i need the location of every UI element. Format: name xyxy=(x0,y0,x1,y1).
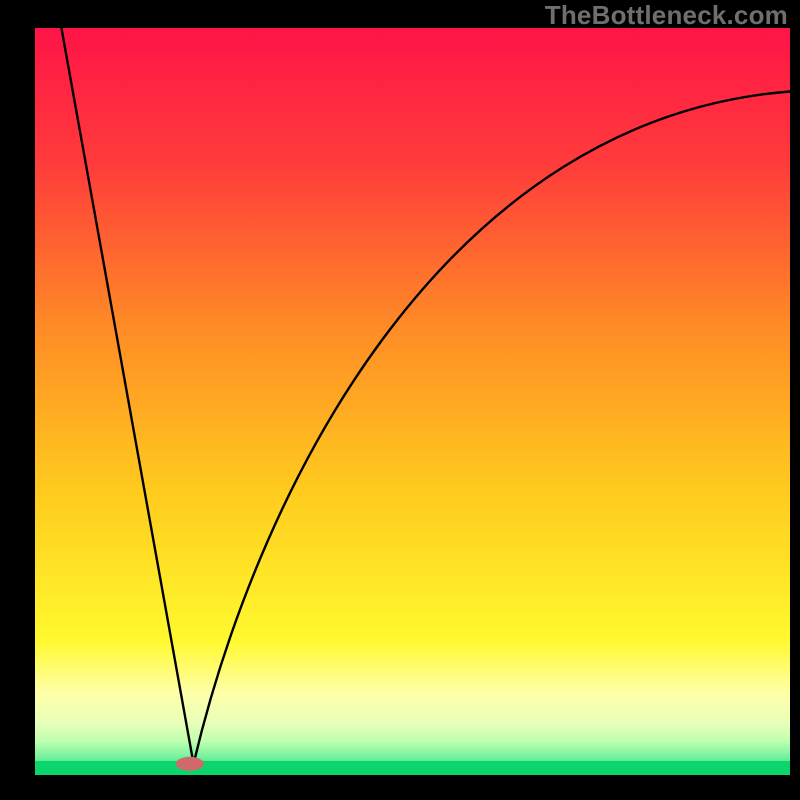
chart-container: TheBottleneck.com xyxy=(0,0,800,800)
green-baseline-band xyxy=(35,761,790,775)
heat-gradient-background xyxy=(35,28,790,775)
chart-background xyxy=(0,0,800,800)
watermark-text: TheBottleneck.com xyxy=(545,0,788,31)
